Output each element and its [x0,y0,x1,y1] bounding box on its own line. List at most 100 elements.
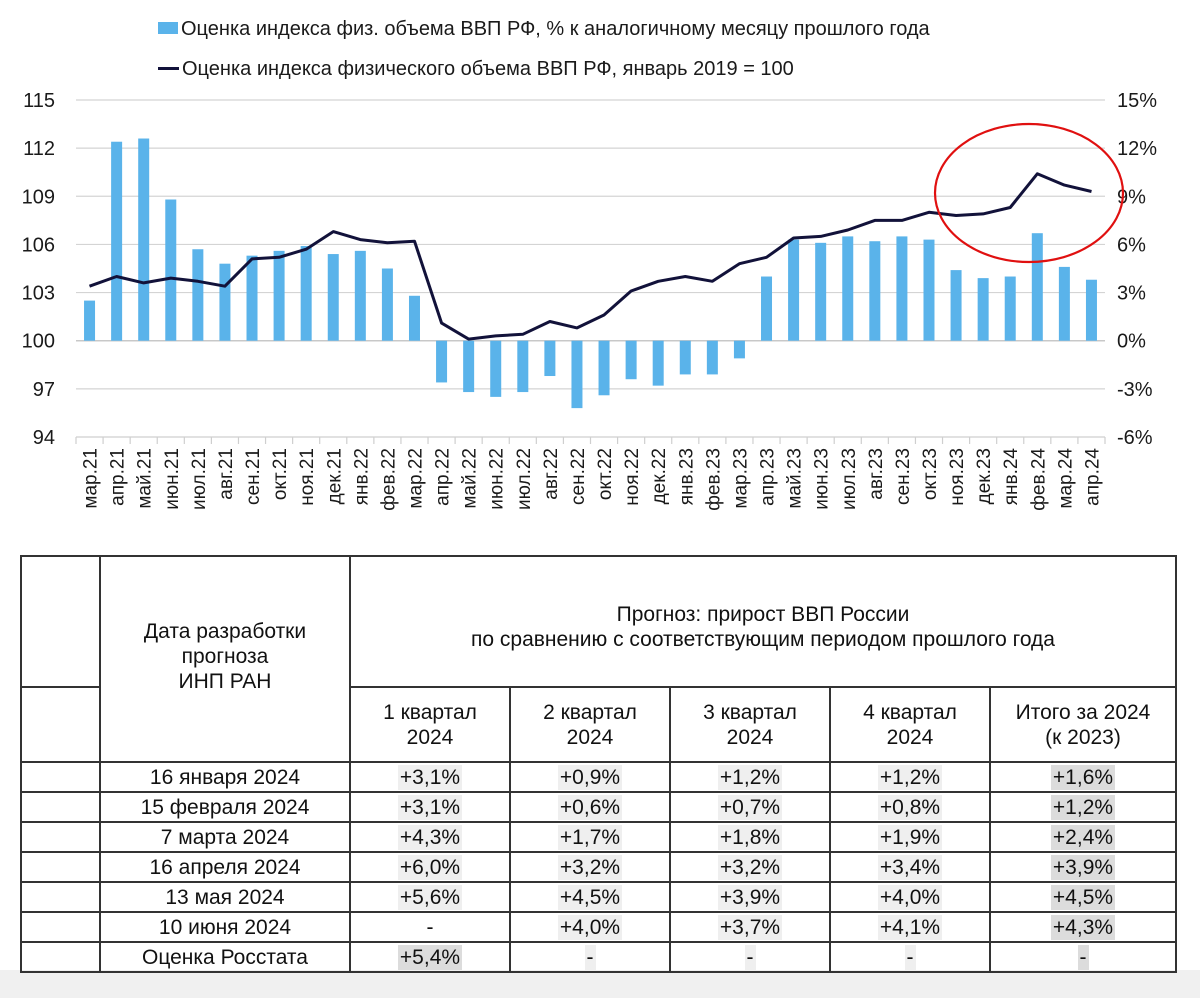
y-right-tick-label: 6% [1117,234,1146,256]
row-value-cell: +0,9% [509,761,671,793]
empty-cell [20,911,101,943]
table-row: 10 июня 2024 - +4,0% +3,7% +4,1% +4,3% [20,911,1177,943]
row-value: - [744,944,756,970]
bar [408,295,420,341]
highlight-ellipse [933,122,1125,264]
x-tick-label: мар.22 [405,448,426,509]
row-value: +6,0% [397,854,463,880]
empty-cell [20,851,101,883]
column-header-q1: 1 квартал 2024 [349,686,511,763]
x-tick-label: июн.23 [812,448,833,510]
x-tick-label: фев.23 [703,448,724,511]
row-date: 16 января 2024 [99,761,351,793]
row-value: +3,1% [397,794,463,820]
row-value-cell: +5,6% [349,881,511,913]
bar [219,263,231,341]
row-value: +3,7% [717,914,783,940]
bar [788,239,800,341]
row-value-cell: +4,5% [509,881,671,913]
x-tick-label: ноя.23 [947,448,968,506]
date-header: Дата разработки прогноза ИНП РАН [99,555,351,763]
column-header-total: Итого за 2024 (к 2023) [989,686,1177,763]
line-series [88,172,1092,341]
y-left-tick-label: 112 [23,138,55,160]
row-value-cell: +3,2% [509,851,671,883]
row-value-cell: - [989,941,1177,973]
bar [138,138,150,341]
row-date: 7 марта 2024 [99,821,351,853]
bar-series [84,138,1097,409]
x-tick-label: дек.22 [649,448,670,504]
table-row: Оценка Росстата +5,4% - - - - [20,941,1177,973]
row-date: 13 мая 2024 [99,881,351,913]
empty-cell [20,881,101,913]
y-right-tick-label: 15% [1117,90,1157,112]
empty-cell [20,761,101,793]
x-tick-label: мар.24 [1055,448,1076,509]
y-left-tick-label: 109 [22,186,55,208]
x-tick-label: окт.21 [270,448,291,500]
bar [544,340,556,377]
row-value-cell: +3,2% [669,851,831,883]
row-date: 15 февраля 2024 [99,791,351,823]
row-value: +4,5% [1050,884,1116,910]
legend-bar-label: Оценка индекса физ. объема ВВП РФ, % к а… [181,18,930,40]
x-tick-label: мар.23 [730,448,751,509]
index-line [88,172,1092,341]
row-value: +5,6% [397,884,463,910]
column-header-line: (к 2023) [1045,725,1121,749]
x-tick-label: апр.24 [1082,448,1103,506]
bar [733,340,745,359]
column-header-q3: 3 квартал 2024 [669,686,831,763]
bar [815,242,827,341]
row-value: +4,1% [877,914,943,940]
row-value-cell: +4,3% [989,911,1177,943]
y-right-tick-label: -6% [1117,427,1153,449]
x-tick-label: май.23 [785,448,806,509]
forecast-header: Прогноз: прирост ВВП России по сравнению… [349,555,1177,688]
y-right-tick-label: -3% [1117,379,1153,401]
y-right-tick-label: 0% [1117,331,1146,353]
row-value-cell: +1,9% [829,821,991,853]
empty-cell [20,686,101,763]
forecast-header-line: по сравнению с соответствующим периодом … [471,627,1055,651]
row-value: +3,2% [557,854,623,880]
row-date: Оценка Росстата [99,941,351,973]
axes: 94 -6% 97 -3% 100 0% 103 3% 106 6% 109 9% 112 12% 115 1… [22,90,1158,511]
row-value: +0,8% [877,794,943,820]
column-header-line: 2024 [566,725,614,749]
row-value-cell: +1,6% [989,761,1177,793]
empty-cell [20,941,101,973]
column-header-q4: 4 квартал 2024 [829,686,991,763]
forecast-header-line: Прогноз: прирост ВВП России [616,602,910,626]
row-value-cell: +1,7% [509,821,671,853]
row-value: +3,4% [877,854,943,880]
y-right-tick-label: 12% [1117,138,1157,160]
bar [1031,233,1043,341]
bar [571,340,583,409]
bar [273,250,285,341]
row-value-cell: +4,0% [829,881,991,913]
gridlines [76,99,1105,390]
row-value: +3,2% [717,854,783,880]
row-value-cell: +4,0% [509,911,671,943]
y-left-tick-label: 97 [33,379,55,401]
row-value: +1,8% [717,824,783,850]
row-value-cell: +1,2% [669,761,831,793]
column-header-q2: 2 квартал 2024 [509,686,671,763]
forecast-table: Дата разработки прогноза ИНП РАН Прогноз… [20,555,1177,973]
column-header-line: 2024 [886,725,934,749]
x-tick-label: янв.22 [351,448,372,505]
row-value-cell: +0,7% [669,791,831,823]
row-value-cell: +3,9% [989,851,1177,883]
column-header-line: 2024 [726,725,774,749]
legend-line-label: Оценка индекса физического объема ВВП РФ… [182,58,794,80]
row-value: +1,7% [557,824,623,850]
x-tick-label: сен.21 [243,448,264,505]
y-left-tick-label: 103 [22,283,55,305]
row-value: - [904,944,916,970]
table-row: 16 апреля 2024 +6,0% +3,2% +3,2% +3,4% +3,9% [20,851,1177,883]
row-value: +3,9% [717,884,783,910]
row-value-cell: +6,0% [349,851,511,883]
bar [1058,266,1070,341]
